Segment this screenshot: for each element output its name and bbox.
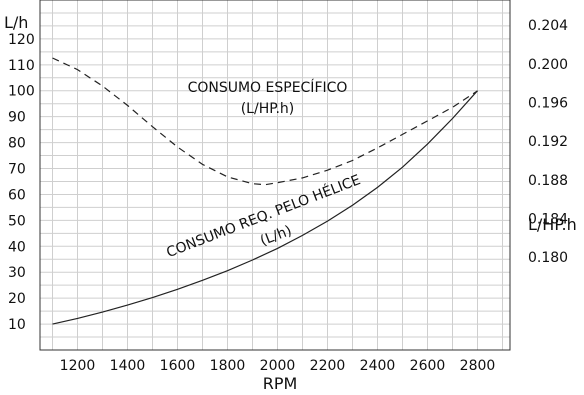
left-y-tick-label: 60 xyxy=(8,187,26,203)
x-tick-labels: 1200 1400 1600 1800 2000 2200 2400 2600 2800 xyxy=(60,358,496,374)
left-y-tick-label: 50 xyxy=(8,213,26,229)
x-tick-label: 2200 xyxy=(310,358,346,374)
left-y-tick-label: 70 xyxy=(8,162,26,178)
annotation-label: CONSUMO ESPECÍFICO xyxy=(188,79,348,96)
grid xyxy=(40,0,510,350)
series-group xyxy=(52,57,478,325)
plot-frame xyxy=(39,0,511,351)
left-y-tick-label: 80 xyxy=(8,136,26,152)
left-y-tick-label: 110 xyxy=(8,58,35,74)
left-y-tick-label: 120 xyxy=(8,32,35,48)
right-y-tick-label: 0.200 xyxy=(528,57,568,73)
annotation-label: (L/h) xyxy=(258,223,294,250)
left-y-tick-label: 40 xyxy=(8,239,26,255)
right-y-tick-label: 0.180 xyxy=(528,250,568,266)
right-y-tick-label: 0.184 xyxy=(528,212,568,228)
left-y-tick-labels: 10 20 30 40 50 60 70 80 90 100 110 120 xyxy=(8,32,35,333)
left-y-tick-label: 30 xyxy=(8,265,26,281)
consumo-especifico-line xyxy=(52,57,478,186)
x-tick-label: 1800 xyxy=(210,358,246,374)
x-tick-label: 1200 xyxy=(60,358,96,374)
x-tick-label: 2000 xyxy=(260,358,296,374)
annotation-label: (L/HP.h) xyxy=(241,101,295,117)
right-y-tick-label: 0.196 xyxy=(528,95,568,111)
x-tick-label: 2600 xyxy=(410,358,446,374)
left-y-tick-label: 90 xyxy=(8,110,26,126)
left-y-tick-label: 100 xyxy=(8,84,35,100)
right-y-axis-title: L/HP.h xyxy=(528,215,577,234)
x-tick-label: 1400 xyxy=(110,358,146,374)
consumo-helice-line xyxy=(52,90,478,325)
left-y-tick-label: 20 xyxy=(8,291,26,307)
x-tick-label: 2800 xyxy=(460,358,496,374)
left-y-tick-label: 10 xyxy=(8,317,26,333)
x-tick-label: 1600 xyxy=(160,358,196,374)
x-axis-title: RPM xyxy=(263,374,298,393)
right-y-tick-label: 0.188 xyxy=(528,173,568,189)
right-y-tick-label: 0.192 xyxy=(528,134,568,150)
left-y-axis-title: L/h xyxy=(4,13,28,32)
right-y-tick-label: 0.204 xyxy=(528,18,568,34)
right-y-tick-labels: 0.180 0.184 0.188 0.192 0.196 0.200 0.204 xyxy=(528,18,568,266)
x-tick-label: 2400 xyxy=(360,358,396,374)
